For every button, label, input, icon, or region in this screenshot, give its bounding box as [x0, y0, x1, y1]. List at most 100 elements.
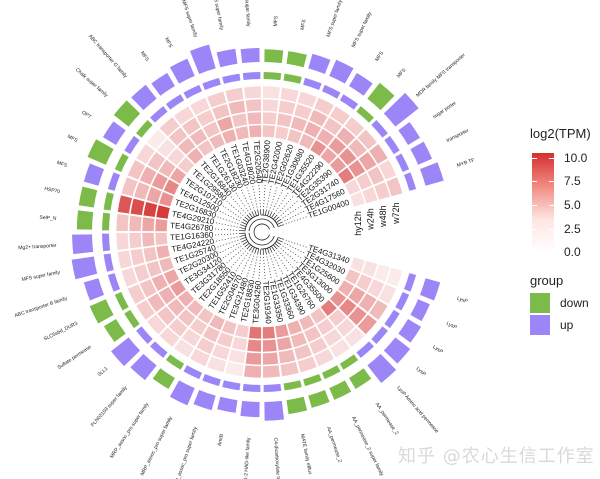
- heatmap-cell: [133, 181, 151, 201]
- group-bar: [71, 256, 98, 280]
- colorbar-tick: 7.5: [564, 174, 581, 188]
- annotation-label: MFS sugar family: [243, 0, 252, 27]
- group-cell: [242, 72, 261, 81]
- group-bar: [398, 122, 421, 145]
- group-cell: [114, 153, 129, 172]
- heatmap-cell: [329, 105, 351, 126]
- group-cell: [356, 341, 374, 358]
- annotation-label: C4-dicarboxylate transporter: [272, 437, 282, 479]
- heatmap-cell: [344, 268, 362, 286]
- group-cell: [263, 72, 282, 81]
- dendrogram: [214, 184, 308, 280]
- annotation-label: AA_permease_2: [374, 402, 400, 436]
- gene-label: TE2G20540: [252, 140, 264, 184]
- heatmap-cell: [293, 103, 313, 121]
- heatmap-cell: [166, 297, 186, 317]
- heatmap-cell: [322, 327, 343, 348]
- heatmap-cell: [189, 97, 211, 117]
- group-cell: [322, 84, 341, 99]
- heatmap-cell: [347, 138, 368, 159]
- annotation-label: LysP: [415, 366, 428, 378]
- heatmap-cell: [274, 323, 290, 339]
- heatmap-cell: [290, 331, 308, 349]
- heatmap-cell: [206, 355, 228, 374]
- heatmap-rings: [115, 85, 404, 379]
- heatmap-cell: [373, 181, 391, 201]
- group-bar: [111, 337, 141, 367]
- heatmap-cell: [141, 216, 156, 232]
- heatmap-cell: [129, 248, 146, 267]
- group-cell: [403, 172, 417, 191]
- heatmap-cell: [145, 186, 163, 204]
- heatmap-cell: [128, 232, 143, 250]
- group-bar: [131, 84, 157, 111]
- heatmap-cell: [279, 361, 300, 377]
- heatmap-cell: [231, 112, 248, 128]
- heatmap-cell: [385, 266, 404, 288]
- group-cell: [165, 94, 185, 110]
- annotation-label: MFS super family: [21, 269, 61, 283]
- group-cell: [150, 341, 168, 358]
- heatmap-cell: [181, 116, 202, 137]
- group-bar: [216, 48, 238, 68]
- group-bar: [367, 82, 395, 111]
- heatmap-cell: [189, 127, 208, 147]
- group-legend-label: down: [560, 296, 589, 310]
- heatmap-cell: [142, 201, 158, 218]
- column-label: hy12h: [353, 211, 363, 236]
- heatmap-cell: [162, 178, 180, 196]
- heatmap-cell: [286, 128, 303, 145]
- heatmap-cell: [279, 87, 300, 103]
- annotation-label: SLL1: [97, 366, 110, 378]
- group-bar: [169, 58, 195, 84]
- heatmap-cell: [262, 364, 281, 379]
- heatmap-cell: [227, 348, 246, 365]
- column-label: w24h: [366, 208, 376, 231]
- heatmap-cell: [373, 263, 391, 283]
- heatmap-cell: [156, 305, 177, 326]
- group-bar: [240, 48, 260, 64]
- group-cell: [371, 120, 388, 138]
- heatmap-cell: [347, 159, 367, 178]
- group-cell: [263, 383, 282, 392]
- colorbar-tick: 10.0: [564, 151, 588, 165]
- heatmap-cell: [162, 268, 180, 286]
- annotation-label: AmtB: [217, 433, 225, 447]
- annotation-label: sugar porter: [432, 100, 458, 120]
- heatmap-cell: [327, 308, 347, 328]
- group-bar: [308, 389, 330, 408]
- heatmap-cell: [221, 128, 238, 145]
- heatmap-cell: [141, 232, 156, 248]
- heatmap-cell: [361, 260, 379, 278]
- heatmap-cell: [145, 260, 163, 278]
- heatmap-cell: [196, 139, 215, 157]
- heatmap-cell: [173, 105, 195, 126]
- heatmap-cell: [120, 266, 139, 288]
- annotation-label: AA_permease_2 super family: [350, 416, 385, 478]
- heatmap-cell: [206, 90, 228, 109]
- group-cell: [322, 365, 341, 380]
- group-cell: [395, 153, 410, 172]
- heatmap-cell: [150, 172, 169, 191]
- heatmap-cell: [224, 87, 245, 103]
- group-bar: [240, 400, 260, 418]
- heatmap-cell: [377, 283, 397, 305]
- heatmap-cell: [290, 115, 308, 133]
- heatmap-cell: [117, 194, 133, 215]
- heatmap-cell: [195, 108, 216, 128]
- annotation-label: AA_permease_2: [325, 426, 343, 463]
- group-cell: [150, 106, 168, 123]
- heatmap-cell: [337, 166, 355, 185]
- heatmap-cell: [186, 299, 205, 317]
- heatmap-cell: [133, 263, 151, 283]
- annotation-label: MDR family MFS transporter: [415, 52, 467, 98]
- heatmap-cell: [349, 256, 366, 273]
- heatmap-cell: [338, 147, 358, 167]
- annotation-label: Sulfate permease: [57, 344, 93, 371]
- heatmap-cell: [246, 111, 262, 126]
- heatmap-cell: [355, 273, 374, 292]
- annotation-label: MFS: [374, 50, 385, 63]
- annotation-label: MFS: [163, 37, 173, 50]
- heatmap-cell: [246, 338, 262, 353]
